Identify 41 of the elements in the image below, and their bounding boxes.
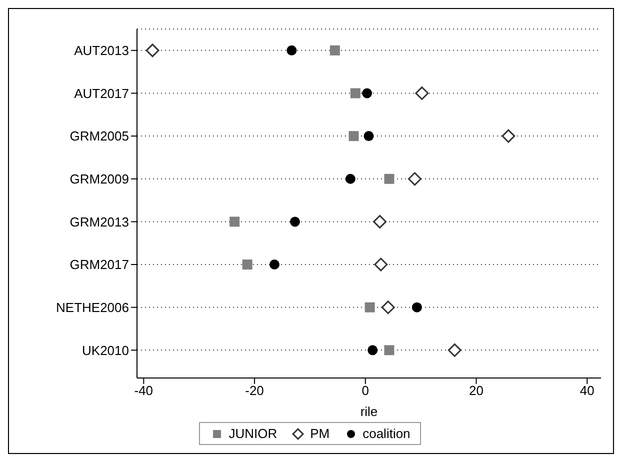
point bbox=[364, 302, 375, 312]
point bbox=[350, 88, 360, 98]
point bbox=[242, 260, 252, 270]
point bbox=[415, 86, 429, 100]
y-tick-label: AUT2013 bbox=[74, 43, 129, 58]
x-tick-label: 0 bbox=[362, 383, 370, 398]
legend-label: JUNIOR bbox=[228, 426, 278, 441]
point bbox=[230, 216, 240, 227]
point bbox=[381, 300, 395, 314]
point bbox=[345, 174, 356, 184]
y-tick-label: UK2010 bbox=[82, 342, 129, 358]
y-tick-label: GRM2005 bbox=[70, 128, 129, 144]
x-tick-label: -20 bbox=[245, 383, 264, 398]
point bbox=[286, 45, 297, 56]
y-tick-label: GRM2017 bbox=[70, 257, 129, 272]
point bbox=[269, 260, 280, 270]
x-axis-title: rile bbox=[360, 404, 378, 419]
point bbox=[362, 88, 372, 98]
point bbox=[412, 302, 422, 312]
y-tick-label: NETHE2006 bbox=[56, 300, 129, 315]
point bbox=[384, 345, 394, 356]
point bbox=[368, 345, 378, 356]
x-tick-label: -40 bbox=[134, 383, 154, 398]
legend-label: coalition bbox=[362, 426, 410, 441]
y-tick-label: GRM2013 bbox=[70, 214, 129, 230]
point bbox=[364, 131, 374, 142]
point bbox=[502, 129, 516, 143]
point bbox=[348, 131, 359, 142]
point bbox=[374, 258, 388, 272]
point bbox=[408, 172, 422, 186]
point bbox=[146, 44, 160, 58]
point bbox=[373, 214, 387, 228]
legend-label: PM bbox=[309, 426, 330, 441]
point bbox=[448, 343, 462, 357]
x-tick-label: 20 bbox=[469, 383, 484, 398]
point bbox=[330, 45, 340, 56]
point bbox=[384, 174, 394, 184]
y-tick-label: GRM2009 bbox=[70, 171, 129, 186]
y-tick-label: AUT2017 bbox=[74, 86, 129, 101]
point bbox=[290, 216, 300, 227]
x-tick-label: 40 bbox=[580, 383, 594, 398]
